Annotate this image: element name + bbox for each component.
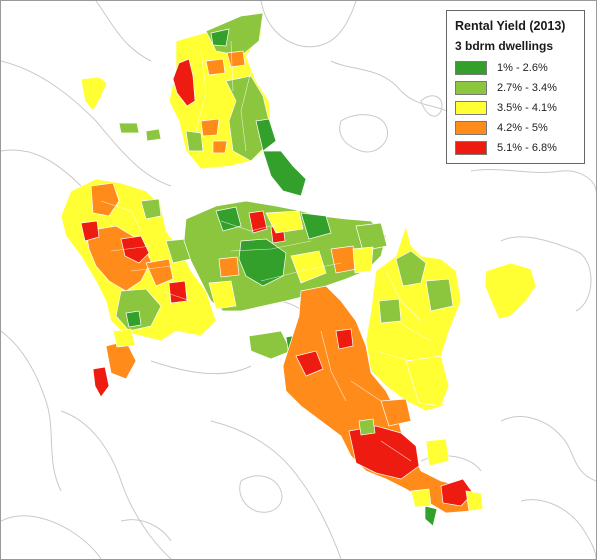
legend-item: 3.5% - 4.1% bbox=[455, 101, 580, 117]
legend-title: Rental Yield (2013) bbox=[455, 19, 566, 33]
legend-swatch bbox=[455, 61, 487, 75]
region-east-yellow-tail2 bbox=[410, 488, 432, 508]
region-west-red-b bbox=[80, 220, 100, 242]
region-central-dark-a bbox=[238, 238, 287, 287]
legend-item: 5.1% - 6.8% bbox=[455, 141, 580, 157]
legend-swatch bbox=[455, 101, 487, 115]
region-east-green-b bbox=[425, 278, 454, 312]
legend-label: 1% - 2.6% bbox=[497, 62, 548, 74]
region-central-green-e bbox=[355, 222, 388, 252]
region-north-orange-b bbox=[200, 118, 220, 137]
region-central-yellow-c bbox=[208, 280, 237, 310]
legend-label: 5.1% - 6.8% bbox=[497, 142, 557, 154]
legend-label: 4.2% - 5% bbox=[497, 122, 548, 134]
region-west-orange-top bbox=[90, 182, 120, 217]
region-north-green-left bbox=[185, 130, 204, 152]
region-east-red-big bbox=[348, 425, 420, 480]
region-north-red bbox=[172, 58, 196, 107]
region-north-isolated bbox=[80, 76, 108, 112]
legend-label: 2.7% - 3.4% bbox=[497, 82, 557, 94]
region-central-dark-c bbox=[300, 212, 332, 240]
region-east-yellow-b bbox=[405, 355, 450, 407]
region-west-red-a bbox=[120, 235, 150, 264]
legend-subtitle: 3 bdrm dwellings bbox=[455, 39, 554, 53]
legend-swatch bbox=[455, 81, 487, 95]
region-central-green-f bbox=[248, 330, 292, 360]
legend-item: 2.7% - 3.4% bbox=[455, 81, 580, 97]
legend-item: 4.2% - 5% bbox=[455, 121, 580, 137]
region-north-orange-a bbox=[205, 58, 226, 76]
region-north-dark-top bbox=[210, 28, 230, 47]
region-west-dark-a bbox=[125, 310, 142, 328]
region-central-yellow-d bbox=[352, 246, 374, 274]
region-east-orange-c bbox=[380, 398, 412, 427]
region-east-green-c bbox=[378, 298, 402, 324]
region-central-dark-b bbox=[215, 206, 242, 232]
region-west-yellow-south bbox=[112, 328, 136, 348]
region-central-yellow-a bbox=[265, 210, 304, 234]
north-shore-regions bbox=[80, 12, 307, 197]
region-east-yellow-c bbox=[425, 438, 450, 467]
region-central-yellow-b bbox=[290, 250, 327, 284]
region-east-red-b bbox=[335, 328, 354, 350]
region-west-green-b bbox=[140, 198, 162, 220]
region-west-orange-c bbox=[145, 258, 174, 287]
region-north-orange-c bbox=[212, 140, 228, 154]
region-north-small-green bbox=[145, 128, 162, 142]
legend-label: 3.5% - 4.1% bbox=[497, 102, 557, 114]
region-central-orange-a bbox=[218, 256, 240, 278]
legend-swatch bbox=[455, 141, 487, 155]
region-north-green-mid bbox=[225, 75, 270, 162]
region-central-red-a bbox=[248, 210, 268, 234]
map-legend: Rental Yield (2013) 3 bdrm dwellings 1% … bbox=[446, 10, 585, 164]
region-east-dark-tail bbox=[424, 505, 438, 527]
legend-item: 1% - 2.6% bbox=[455, 61, 580, 77]
region-west-red-south bbox=[92, 366, 110, 398]
region-west-red-c bbox=[168, 280, 188, 304]
region-east-yellow-tail bbox=[465, 490, 484, 512]
region-far-east-yellow bbox=[484, 262, 537, 320]
west-regions bbox=[60, 178, 217, 398]
south-east-regions bbox=[282, 224, 537, 527]
suburb-boundaries bbox=[100, 40, 432, 462]
region-north-east-dark bbox=[262, 150, 307, 197]
region-east-red-a bbox=[295, 350, 324, 377]
region-east-green-d bbox=[358, 418, 376, 436]
region-north-isolated-green bbox=[118, 122, 140, 134]
region-north-dark-mid bbox=[255, 118, 277, 152]
legend-swatch bbox=[455, 121, 487, 135]
region-east-green-a bbox=[395, 250, 427, 287]
